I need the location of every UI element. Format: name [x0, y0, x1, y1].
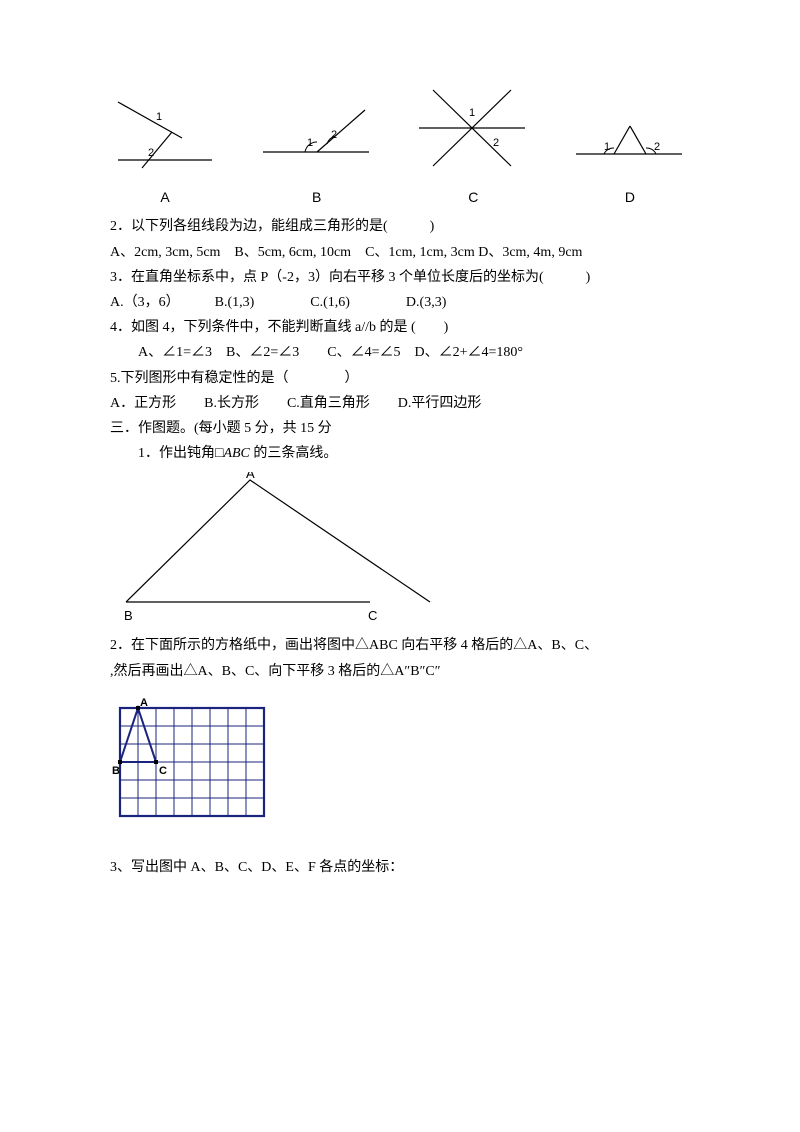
q4-options: A、∠1=∠3 B、∠2=∠3 C、∠4=∠5 D、∠2+∠4=180°: [110, 340, 690, 365]
svg-text:A: A: [246, 472, 255, 481]
q3-2-line2: ,然后再画出△A、B、C、向下平移 3 格后的△A″B″C″: [110, 659, 690, 684]
triangle-figure: A B C: [110, 472, 690, 631]
svg-text:1: 1: [604, 141, 610, 153]
s3-item1-suffix: 的三条高线。: [250, 446, 338, 461]
svg-text:C: C: [159, 765, 167, 777]
q2-stem: 2．以下列各组线段为边，能组成三角形的是( ): [110, 214, 690, 239]
svg-text:1: 1: [156, 111, 162, 123]
svg-text:2: 2: [654, 141, 660, 153]
q3-3: 3、写出图中 A、B、C、D、E、F 各点的坐标：: [110, 855, 690, 880]
q5-options: A．正方形 B.长方形 C.直角三角形 D.平行四边形: [110, 391, 690, 416]
svg-text:A: A: [140, 698, 148, 709]
svg-text:2: 2: [493, 137, 499, 149]
angle-diagrams-row: 1 2 A 1 2 B 1 2 C 1 2 D: [110, 82, 690, 210]
diagram-b-label: B: [257, 185, 377, 210]
q2-options: A、2cm, 3cm, 5cm B、5cm, 6cm, 10cm C、1cm, …: [110, 240, 690, 265]
diagram-d: 1 2 D: [570, 112, 690, 210]
s3-item1-prefix: 1．作出钝角: [138, 446, 215, 461]
q3-2-line1: 2．在下面所示的方格纸中，画出将图中△ABC 向右平移 4 格后的△A、B、C、: [110, 633, 690, 658]
diagram-b: 1 2 B: [257, 102, 377, 210]
grid-figure: A B C: [110, 698, 690, 837]
svg-text:B: B: [112, 765, 120, 777]
diagram-d-label: D: [570, 185, 690, 210]
q3-options: A.（3，6） B.(1,3) C.(1,6) D.(3,3): [110, 290, 690, 315]
section3-item1: 1．作出钝角□ABC 的三条高线。: [110, 441, 690, 466]
diagram-c-label: C: [413, 185, 533, 210]
q4-stem: 4．如图 4，下列条件中，不能判断直线 a//b 的是 ( ): [110, 315, 690, 340]
svg-text:B: B: [124, 608, 133, 622]
svg-text:1: 1: [469, 107, 475, 119]
svg-text:1: 1: [307, 137, 313, 149]
diagram-a-label: A: [110, 185, 220, 210]
q3-stem: 3．在直角坐标系中，点 P（-2，3）向右平移 3 个单位长度后的坐标为( ): [110, 265, 690, 290]
q5-stem: 5.下列图形中有稳定性的是（ ）: [110, 366, 690, 391]
svg-text:2: 2: [148, 147, 154, 159]
svg-text:C: C: [368, 608, 377, 622]
s3-item1-tri: □ABC: [215, 446, 250, 461]
diagram-c: 1 2 C: [413, 82, 533, 210]
svg-text:2: 2: [331, 129, 337, 141]
diagram-a: 1 2 A: [110, 94, 220, 210]
section3-title: 三．作图题。(每小题 5 分，共 15 分: [110, 416, 690, 441]
